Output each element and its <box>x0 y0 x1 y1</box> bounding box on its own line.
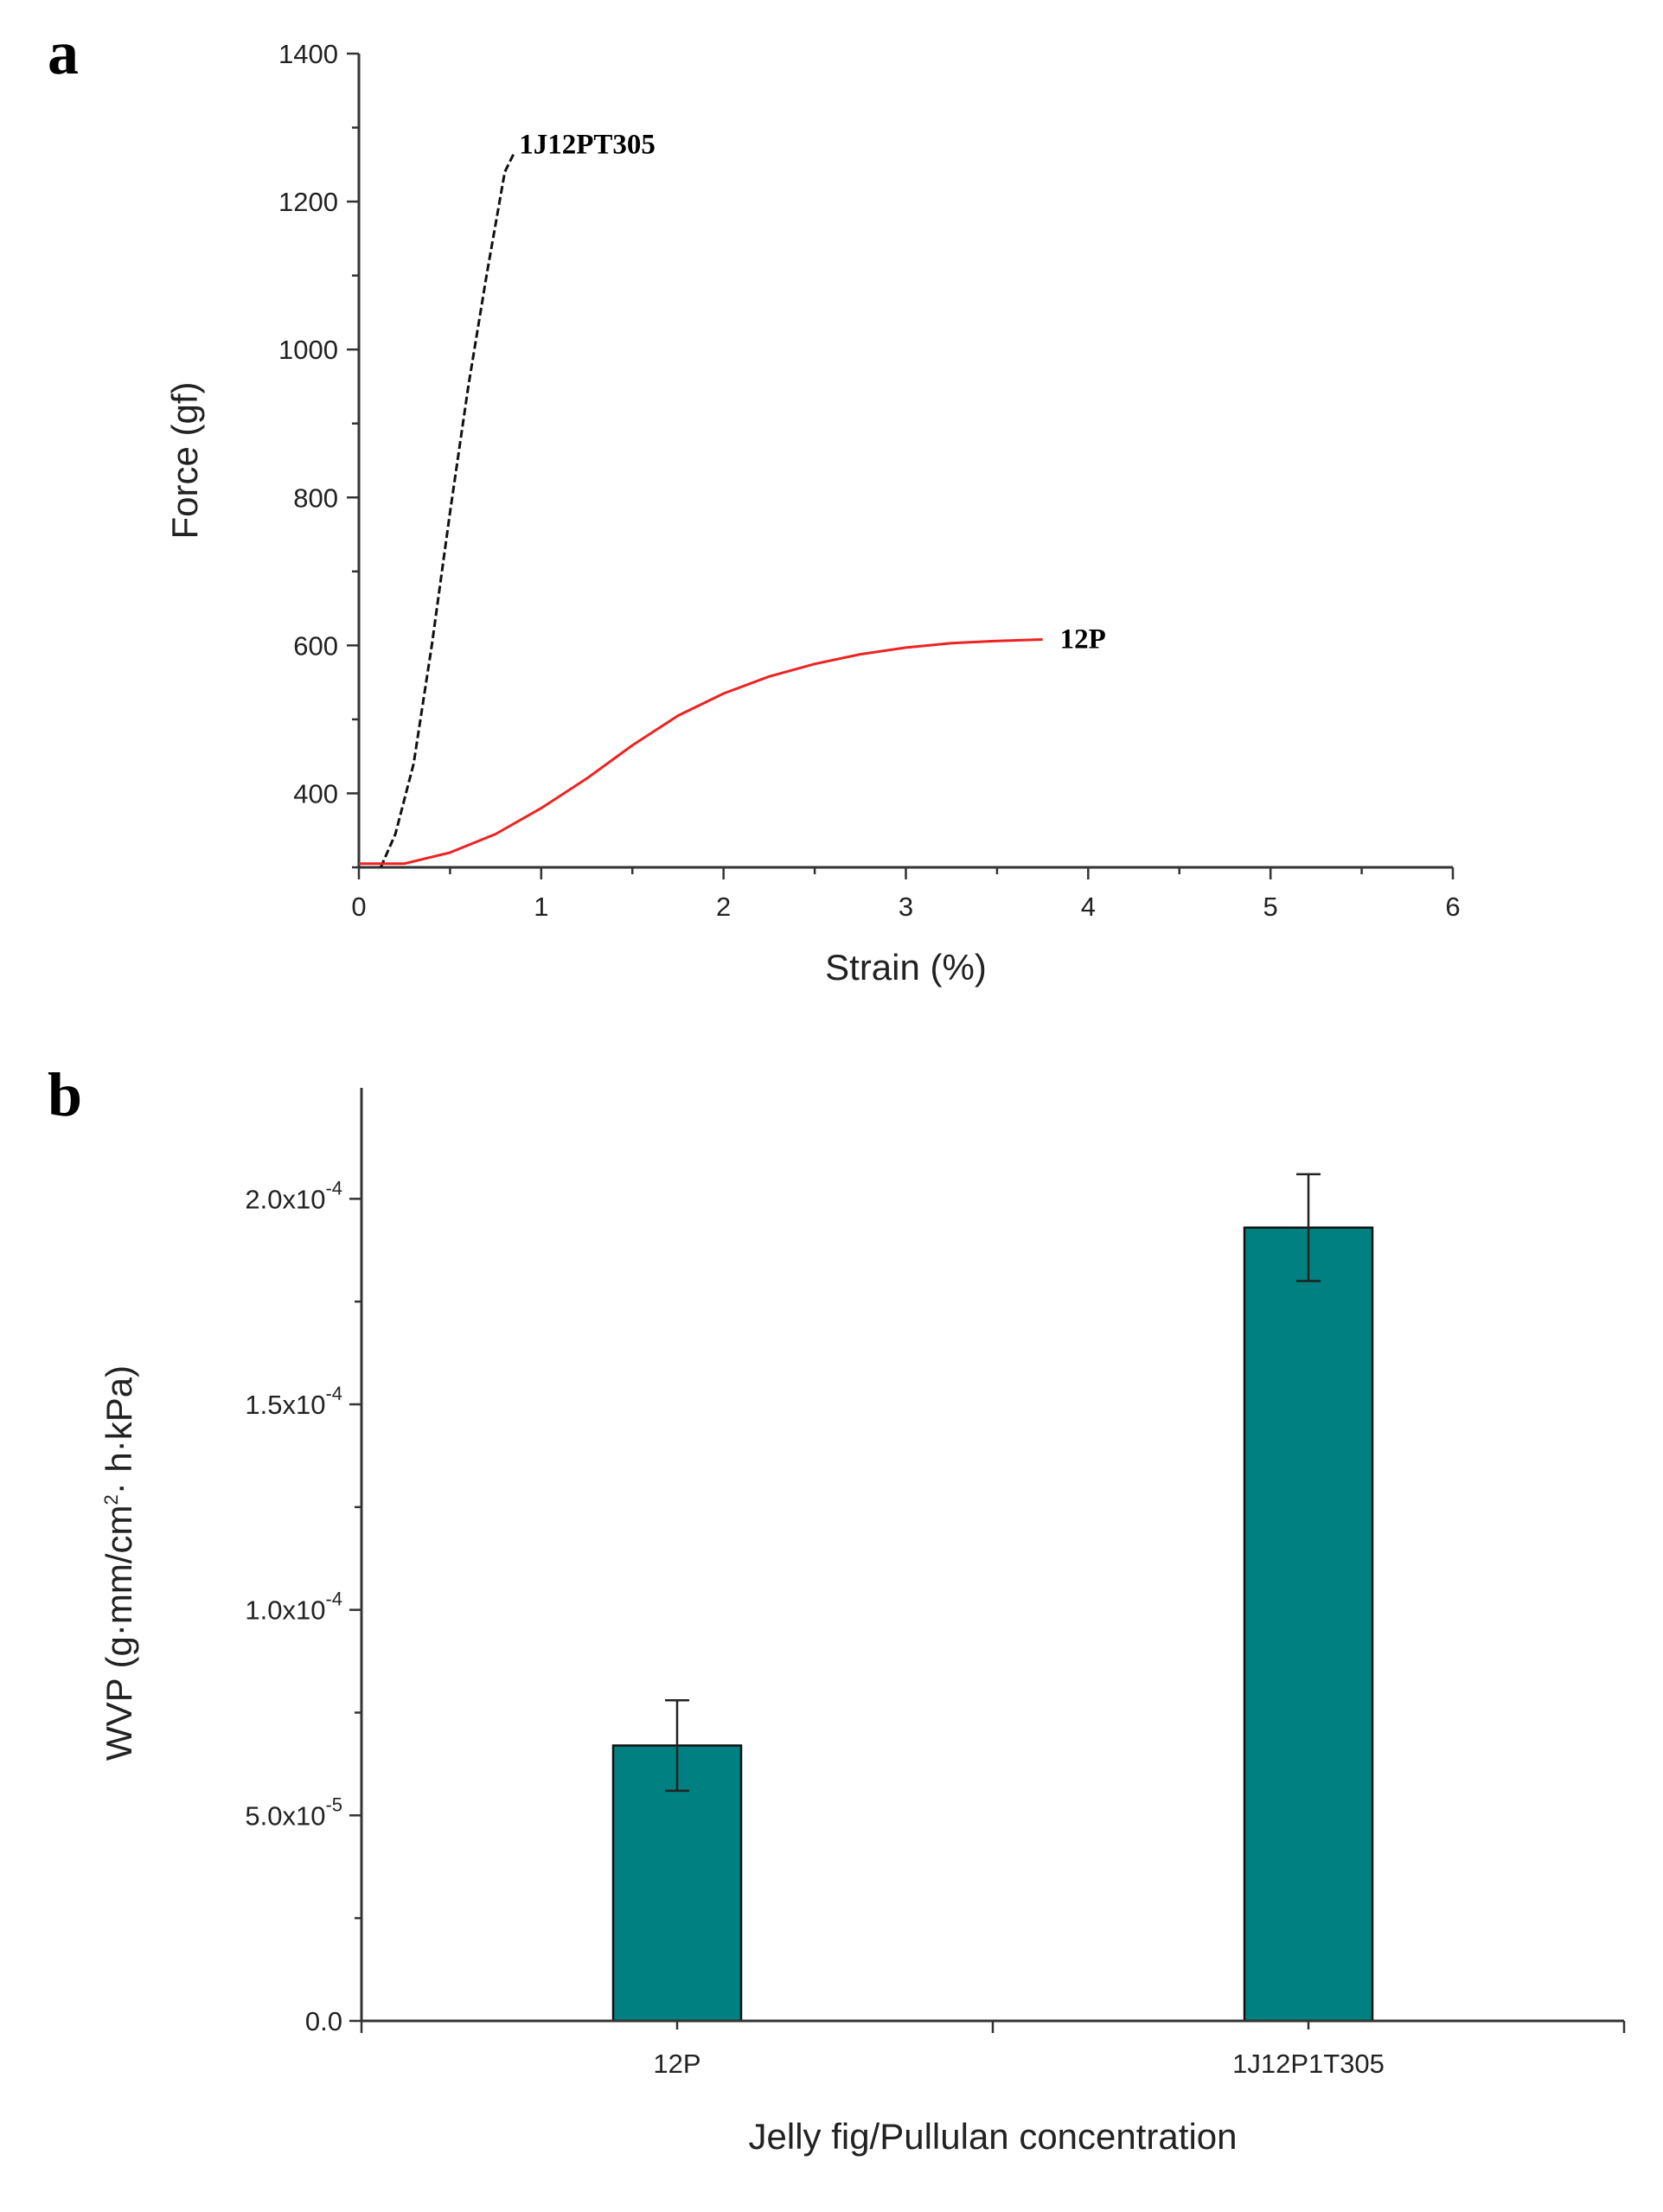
panel-a-ticks: 0 1 2 3 4 5 6 400 600 800 1000 1200 1400 <box>278 39 1461 922</box>
panel-a-y-tick-label: 800 <box>293 483 338 513</box>
panel-a-line-chart: a 0 1 2 3 4 5 6 400 600 800 1000 1200 1400 1J12PT305… <box>48 18 1461 988</box>
panel-a-x-tick-label: 4 <box>1081 892 1096 922</box>
panel-a-y-tick-label: 1000 <box>278 335 338 365</box>
panel-b-y-tick-label: 5.0x10-5 <box>245 1793 342 1831</box>
panel-a-series: 1J12PT305 12P <box>359 129 1106 868</box>
panel-a-x-tick-label: 3 <box>899 892 913 922</box>
panel-a-series-label: 1J12PT305 <box>519 129 656 160</box>
panel-a-x-tick-label: 2 <box>716 892 731 922</box>
panel-b-category-label: 12P <box>653 2049 700 2079</box>
panel-b-y-tick-label: 1.5x10-4 <box>245 1383 342 1420</box>
panel-a-y-tick-label: 1400 <box>278 39 338 69</box>
panel-a-series-label: 12P <box>1060 624 1106 655</box>
panel-b-bar <box>1243 1226 1374 2023</box>
panel-b-ticks: 0.0 5.0x10-5 1.0x10-4 1.5x10-4 2.0x10-4 <box>245 1177 1626 2036</box>
panel-a-y-tick-label: 400 <box>293 778 338 809</box>
panel-a-series-line <box>359 638 1043 866</box>
panel-a-x-tick-label: 0 <box>351 892 366 922</box>
panel-b-y-title-rest: · h·kPa) <box>99 1365 139 1494</box>
panel-b-category-label: 1J12P1T305 <box>1232 2049 1385 2079</box>
panel-b-label: b <box>48 1060 82 1129</box>
panel-a-x-tick-label: 1 <box>534 892 548 922</box>
panel-a-x-tick-label: 6 <box>1445 892 1460 922</box>
panel-a-y-axis-title: Force (gf) <box>164 381 205 539</box>
panel-b-y-title-sup: 2 <box>100 1494 122 1505</box>
panel-b-y-tick-label: 0.0 <box>305 2006 342 2036</box>
panel-a-x-tick-label: 5 <box>1263 892 1278 922</box>
panel-b-y-tick-label: 1.0x10-4 <box>245 1589 342 1626</box>
panel-a-y-tick-label: 1200 <box>278 187 338 217</box>
panel-a-y-tick-label: 600 <box>293 630 338 661</box>
panel-a-x-axis-title: Strain (%) <box>825 947 987 988</box>
panel-b-x-axis-title: Jelly fig/Pullulan concentration <box>749 2116 1238 2157</box>
panel-b-bars: 12P 1J12P1T305 <box>611 1173 1385 2079</box>
panel-b-bar-chart: b 0.0 5.0x10-5 1.0x10-4 1.5x10-4 2.0x10-4 12… <box>48 1060 1626 2157</box>
panel-b-y-axis-title: WVP (g·mm/cm2· h·kPa) <box>99 1365 139 1761</box>
panel-b-y-title-main: WVP (g·mm/cm <box>99 1506 139 1761</box>
panel-a-label: a <box>48 18 79 87</box>
panel-b-y-tick-label: 2.0x10-4 <box>245 1177 342 1214</box>
panel-a-series-line <box>379 152 515 868</box>
